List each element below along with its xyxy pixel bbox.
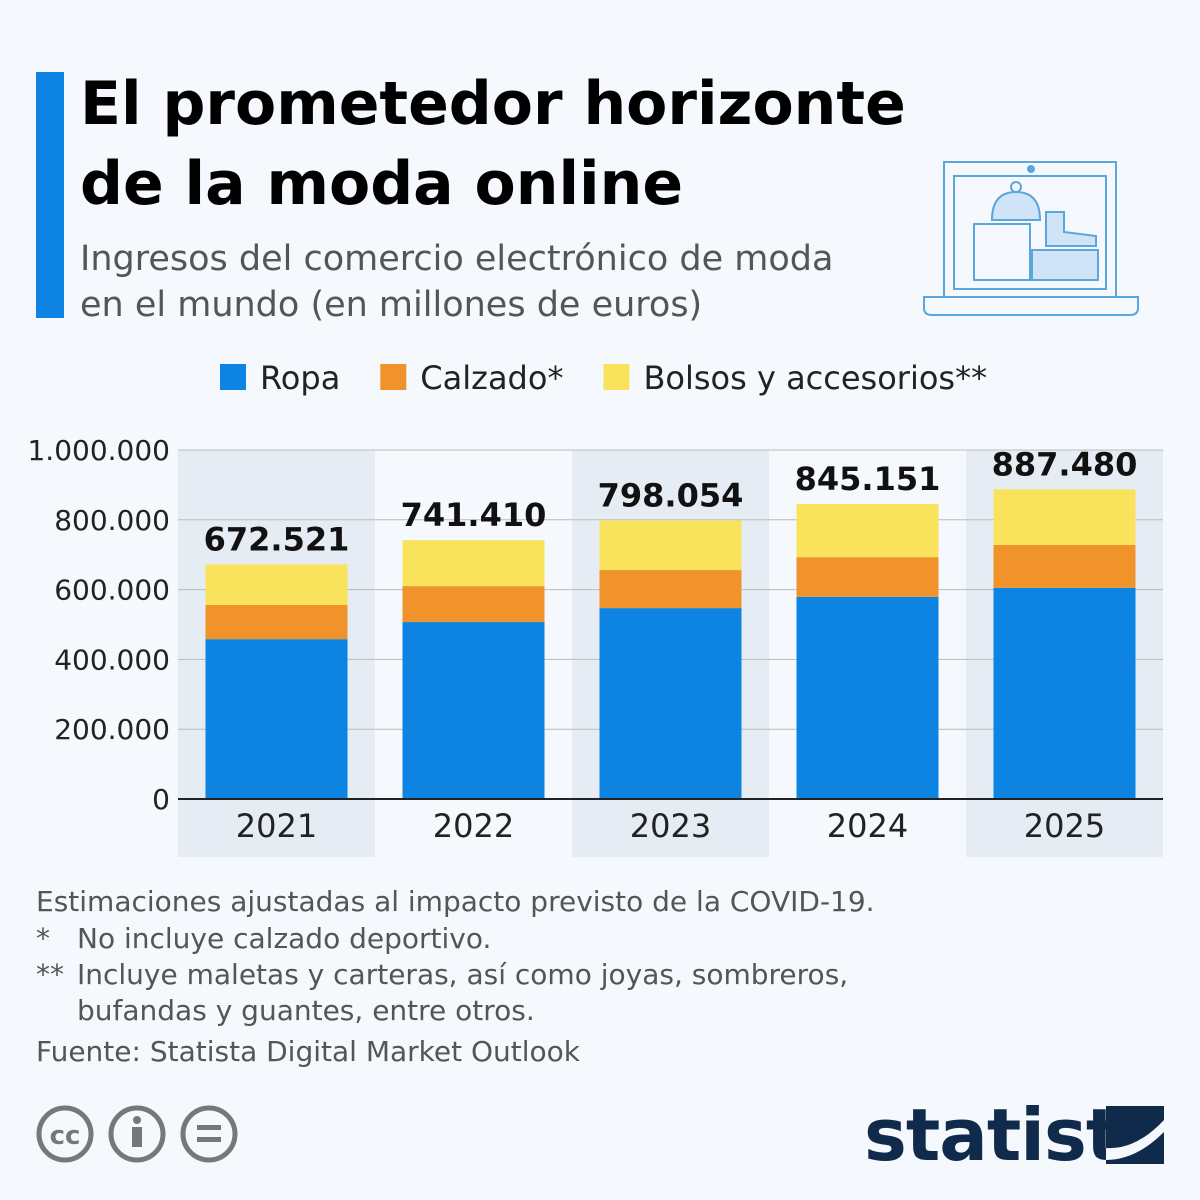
cc-icons: cc <box>36 1105 238 1163</box>
chart-title: de la moda online <box>80 149 683 219</box>
subtitle: Ingresos del comercio electrónico de mod… <box>80 239 833 279</box>
legend-label: Calzado* <box>420 359 563 397</box>
note: Estimaciones ajustadas al impacto previs… <box>36 885 875 918</box>
y-tick-label: 1.000.000 <box>27 434 170 467</box>
bar-segment <box>599 520 742 571</box>
bar-segment <box>993 489 1136 545</box>
footnote-marker: * <box>36 922 50 955</box>
bar-segment <box>599 570 742 609</box>
bar-segment <box>402 540 545 587</box>
total-label: 845.151 <box>795 460 941 498</box>
total-label: 672.521 <box>204 520 350 558</box>
bar-segment <box>796 596 939 799</box>
footnote: Incluye maletas y carteras, así como joy… <box>77 958 848 991</box>
laptop-icon <box>923 161 1139 316</box>
x-tick-label: 2023 <box>630 807 711 845</box>
subtitle: en el mundo (en millones de euros) <box>80 285 702 325</box>
legend-label: Bolsos y accesorios** <box>643 359 987 397</box>
bar-segment <box>993 544 1136 588</box>
source: Fuente: Statista Digital Market Outlook <box>36 1035 581 1068</box>
y-tick-label: 400.000 <box>54 643 170 676</box>
bar-segment <box>796 557 939 597</box>
legend-label: Ropa <box>260 359 340 397</box>
footnote-marker: ** <box>36 958 64 991</box>
x-tick-label: 2021 <box>236 807 317 845</box>
bar-segment <box>599 608 742 799</box>
footnote: bufandas y guantes, entre otros. <box>77 994 535 1027</box>
total-label: 887.480 <box>992 445 1138 483</box>
bar-segment <box>796 504 939 558</box>
brand-logo <box>1106 1106 1164 1164</box>
y-tick-label: 0 <box>152 783 170 816</box>
bar-segment <box>993 587 1136 799</box>
svg-text:cc: cc <box>50 1121 81 1151</box>
y-tick-label: 200.000 <box>54 713 170 746</box>
legend-swatch <box>603 364 630 390</box>
chart-title: El prometedor horizonte <box>80 69 906 139</box>
x-tick-label: 2022 <box>433 807 514 845</box>
bar-segment <box>205 564 348 605</box>
total-label: 741.410 <box>401 496 547 534</box>
y-tick-label: 800.000 <box>54 504 170 537</box>
x-tick-label: 2025 <box>1024 807 1105 845</box>
footnote: No incluye calzado deportivo. <box>77 922 491 955</box>
bar-segment <box>402 586 545 623</box>
bar-segment <box>205 604 348 640</box>
bar-segment <box>402 622 545 799</box>
legend-swatch <box>380 364 407 390</box>
legend-swatch <box>220 364 246 390</box>
x-tick-label: 2024 <box>827 807 908 845</box>
y-tick-label: 600.000 <box>54 574 170 607</box>
bar-segment <box>205 639 348 799</box>
accent-bar <box>36 72 64 318</box>
plot: 0 200.000 400.000 600.000 800.000 1.000.000 67… <box>27 434 1163 857</box>
total-label: 798.054 <box>598 476 744 514</box>
